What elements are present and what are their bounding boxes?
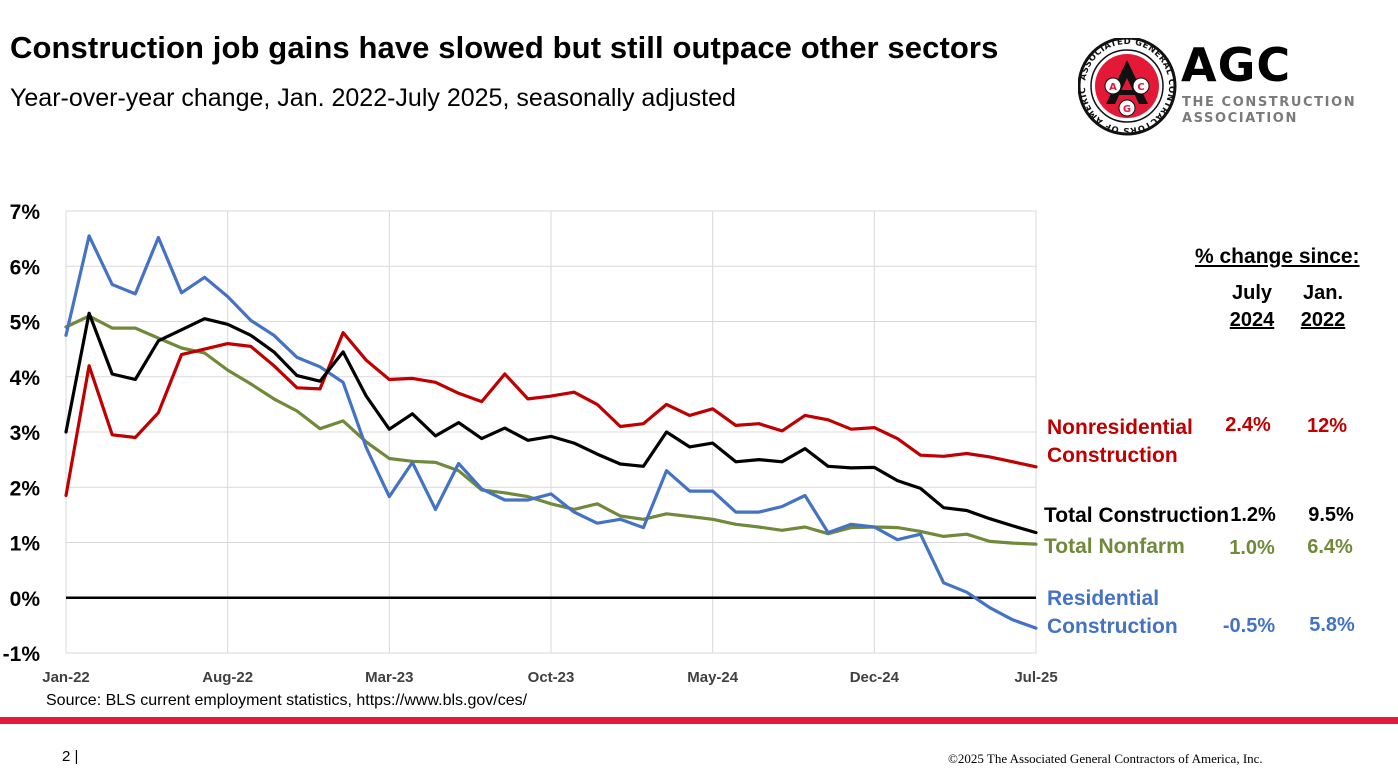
y-tick-label: 6% [10,256,41,279]
x-tick-label: Jul-25 [1014,669,1057,686]
y-tick-label: 1% [10,533,41,556]
series-line-total-construction [64,311,1038,535]
x-tick-label: May-24 [687,669,739,686]
agc-seal-logo: ASSOCIATED GENERAL CONTRACTORS OF AMERIC… [1078,38,1177,136]
footer-divider [0,717,1398,724]
x-tick-label: Jan-22 [42,669,90,686]
label-nonres-line2: Construction [1047,444,1178,467]
y-tick-label: 5% [10,312,41,335]
x-tick-label: Aug-22 [202,669,253,686]
label-res-line2: Construction [1047,615,1178,638]
logo-tag-line2: ASSOCIATION [1182,111,1298,126]
chart-series [64,234,1038,630]
x-tick-label: Mar-23 [365,669,413,686]
svg-text:A: A [1109,82,1117,93]
label-total-nonfarm: Total Nonfarm [1044,535,1185,558]
col-head-jan2022: Jan. 2022 [1293,280,1353,334]
label-total-construction: Total Construction [1044,504,1230,527]
value-nonfarm-july2024: 1.0% [1229,537,1275,559]
page-title: Construction job gains have slowed but s… [10,30,999,65]
chart-grid [65,210,1037,654]
value-res-jan2022: 5.8% [1309,614,1355,636]
series-line-nonresidential-construction [64,331,1038,498]
label-residential: Residential Construction [1047,585,1178,641]
line-chart: 7% 6% 5% 4% 3% 2% 1% 0% -1% Jan-22 Aug-22 Mar-23 Oc… [3,201,1058,686]
value-res-july2024: -0.5% [1222,615,1276,637]
svg-text:C: C [1137,82,1144,93]
series-line-residential-construction [64,234,1038,630]
svg-text:G: G [1123,104,1131,115]
y-tick-label: 7% [10,201,41,224]
x-tick-label: Oct-23 [528,669,575,686]
logo-tagline: THE CONSTRUCTION ASSOCIATION [1182,95,1356,127]
col1-line2: 2024 [1229,309,1275,331]
y-tick-label: 3% [10,422,41,445]
x-tick-label: Dec-24 [850,669,900,686]
logo-tag-line1: THE CONSTRUCTION [1182,95,1357,110]
value-nonres-july2024: 2.4% [1225,414,1271,436]
x-axis-ticks: Jan-22 Aug-22 Mar-23 Oct-23 May-24 Dec-24 Jul-… [42,669,1057,686]
y-axis-ticks: 7% 6% 5% 4% 3% 2% 1% 0% -1% [3,201,41,666]
value-nonfarm-jan2022: 6.4% [1307,536,1353,558]
value-total-july2024: 1.2% [1230,504,1276,526]
col2-line1: Jan. [1302,282,1344,304]
page-number: 2 | [62,748,79,765]
copyright: ©2025 The Associated General Contractors… [948,751,1263,766]
col1-line1: July [1231,282,1273,304]
y-tick-label: 0% [10,588,41,611]
logo-name: AGC [1181,38,1292,92]
label-nonres-line1: Nonresidential [1047,416,1193,439]
page-subtitle: Year-over-year change, Jan. 2022-July 20… [10,84,736,112]
label-nonresidential: Nonresidential Construction [1047,414,1193,470]
source-note: Source: BLS current employment statistic… [46,692,528,709]
table-heading: % change since: [1195,245,1360,268]
y-tick-label: -1% [3,643,41,666]
col2-line2: 2022 [1300,309,1346,331]
y-tick-label: 2% [10,477,41,500]
value-total-jan2022: 9.5% [1308,504,1354,526]
y-tick-label: 4% [10,367,41,390]
value-nonres-jan2022: 12% [1306,415,1348,437]
col-head-july2024: July 2024 [1222,280,1282,334]
label-res-line1: Residential [1047,587,1160,610]
